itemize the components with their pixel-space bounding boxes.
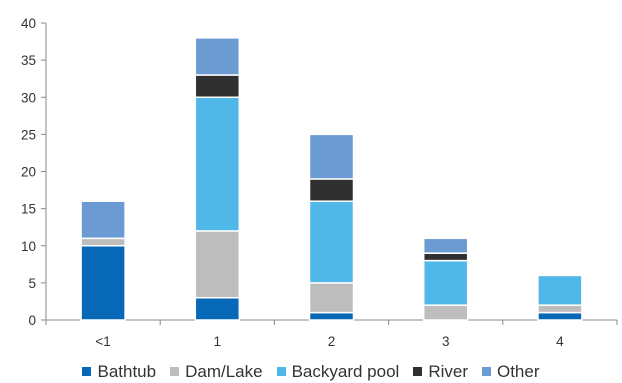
legend-swatch bbox=[413, 367, 423, 376]
bar-segment-other bbox=[422, 237, 469, 254]
x-tick-label: 1 bbox=[214, 334, 222, 349]
legend-label: River bbox=[428, 361, 468, 381]
legend-item: Bathtub bbox=[82, 360, 156, 383]
legend: Bathtub Dam/Lake Backyard pool River Other bbox=[0, 360, 622, 383]
y-axis: 0 5 10 15 20 25 30 35 40 bbox=[21, 16, 47, 328]
x-tick-label: 3 bbox=[442, 334, 450, 349]
y-tick-label: 15 bbox=[21, 202, 36, 217]
y-tick-label: 25 bbox=[21, 127, 36, 142]
bar-segment-backyard-pool bbox=[308, 200, 355, 284]
bar-segment-river bbox=[308, 178, 355, 202]
x-tick-label: <1 bbox=[95, 334, 110, 349]
legend-item: Dam/Lake bbox=[170, 360, 263, 383]
legend-item: Other bbox=[481, 360, 540, 383]
legend-swatch bbox=[276, 367, 286, 376]
stacked-bar-chart: 0 5 10 15 20 25 30 35 40 <1 1 2 3 4 bbox=[21, 16, 618, 349]
bar-segment-bathtub bbox=[80, 245, 126, 321]
legend-swatch bbox=[82, 367, 92, 376]
x-tick-label: 4 bbox=[556, 334, 564, 349]
bar-segment-dam-lake bbox=[308, 282, 355, 314]
legend-item: River bbox=[413, 360, 468, 383]
bar-segment-backyard-pool bbox=[422, 259, 469, 306]
bar-segment-backyard-pool bbox=[194, 96, 241, 232]
bar-segment-bathtub bbox=[194, 296, 241, 321]
bar-segment-other bbox=[194, 37, 241, 76]
legend-swatch bbox=[170, 367, 180, 376]
legend-label: Dam/Lake bbox=[185, 361, 263, 381]
legend-label: Bathtub bbox=[97, 361, 157, 381]
bar-segment-bathtub bbox=[308, 311, 355, 321]
bar-segment-dam-lake bbox=[80, 237, 126, 247]
bar-segment-dam-lake bbox=[537, 304, 583, 314]
bar-segment-dam-lake bbox=[422, 304, 469, 321]
bar-segment-river bbox=[422, 252, 469, 262]
x-axis: <1 1 2 3 4 bbox=[45, 319, 618, 349]
bar-segment-bathtub bbox=[537, 311, 583, 321]
y-tick-label: 5 bbox=[28, 276, 36, 291]
y-tick-label: 35 bbox=[21, 53, 36, 68]
x-tick-label: 2 bbox=[328, 334, 336, 349]
y-tick-label: 30 bbox=[21, 90, 36, 105]
y-tick-label: 40 bbox=[21, 16, 36, 31]
y-tick-label: 10 bbox=[21, 239, 36, 254]
y-tick-label: 0 bbox=[28, 313, 36, 328]
legend-item: Backyard pool bbox=[276, 360, 400, 383]
bar-segment-river bbox=[194, 74, 241, 98]
bar-segment-dam-lake bbox=[194, 230, 241, 299]
y-tick-label: 20 bbox=[21, 165, 36, 180]
bar-segment-other bbox=[308, 133, 355, 180]
legend-label: Other bbox=[496, 361, 540, 381]
bar-segment-backyard-pool bbox=[537, 274, 583, 306]
legend-swatch bbox=[481, 367, 491, 376]
bar-segment-other bbox=[80, 200, 126, 240]
legend-label: Backyard pool bbox=[291, 361, 400, 381]
bars bbox=[80, 37, 583, 321]
